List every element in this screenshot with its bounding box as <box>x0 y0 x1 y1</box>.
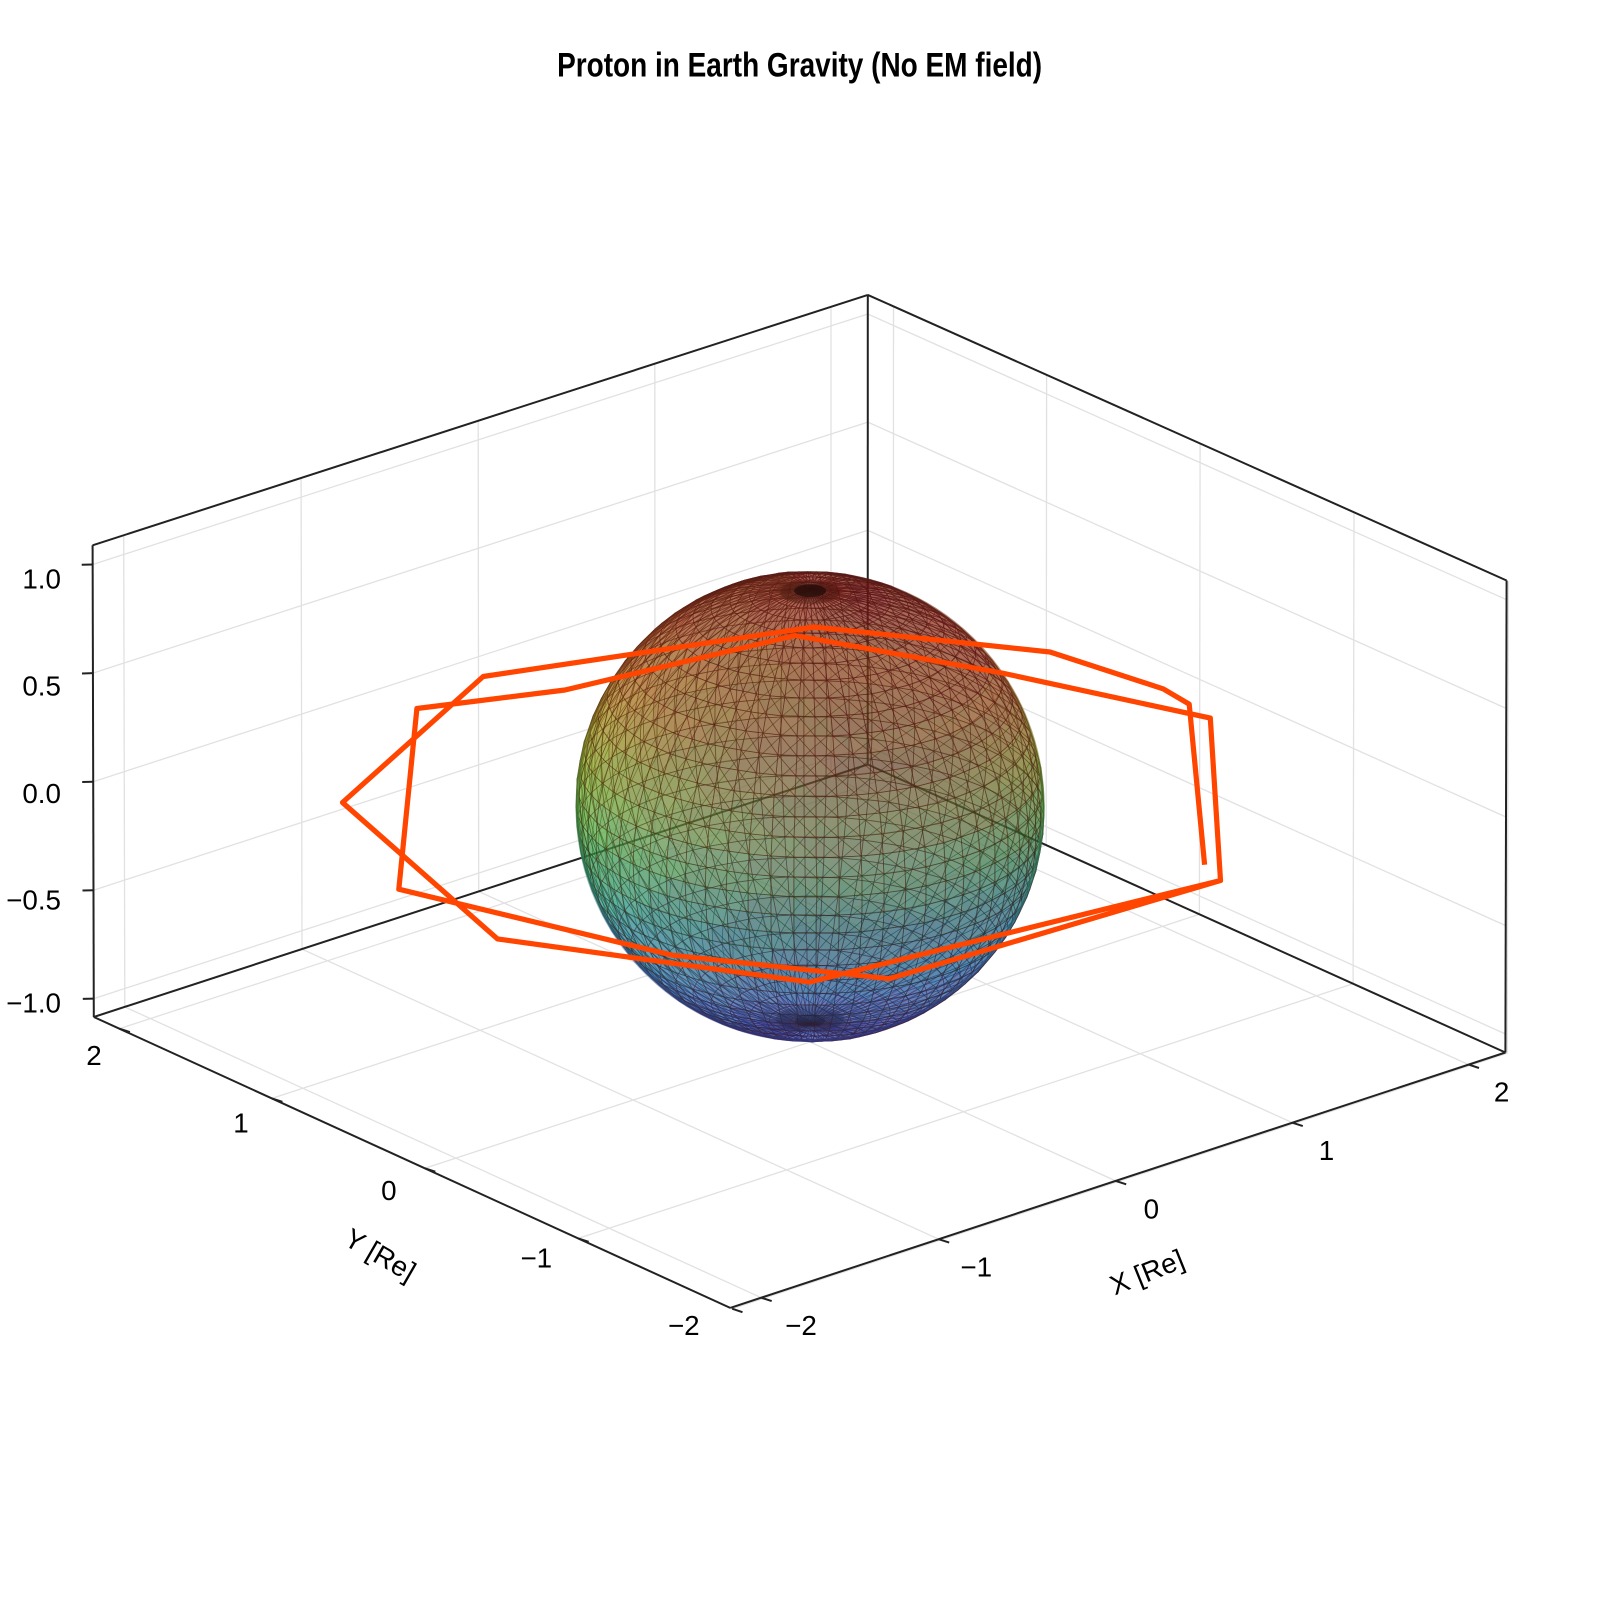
svg-text:Proton in Earth Gravity (No EM: Proton in Earth Gravity (No EM field) <box>557 47 1042 85</box>
svg-text:0.0: 0.0 <box>22 778 61 809</box>
svg-text:0: 0 <box>381 1175 396 1206</box>
svg-text:1: 1 <box>233 1108 248 1139</box>
svg-text:−0.5: −0.5 <box>6 884 61 915</box>
svg-text:2: 2 <box>86 1040 101 1071</box>
svg-text:1.0: 1.0 <box>22 563 61 594</box>
svg-text:−1: −1 <box>960 1252 992 1283</box>
svg-text:0.5: 0.5 <box>22 670 61 701</box>
svg-text:−2: −2 <box>668 1310 700 1341</box>
svg-text:−2: −2 <box>785 1310 817 1341</box>
svg-text:−1.0: −1.0 <box>6 988 61 1019</box>
svg-text:0: 0 <box>1144 1193 1159 1224</box>
svg-text:−1: −1 <box>520 1243 552 1274</box>
svg-text:1: 1 <box>1319 1135 1334 1166</box>
svg-text:2: 2 <box>1494 1077 1509 1108</box>
